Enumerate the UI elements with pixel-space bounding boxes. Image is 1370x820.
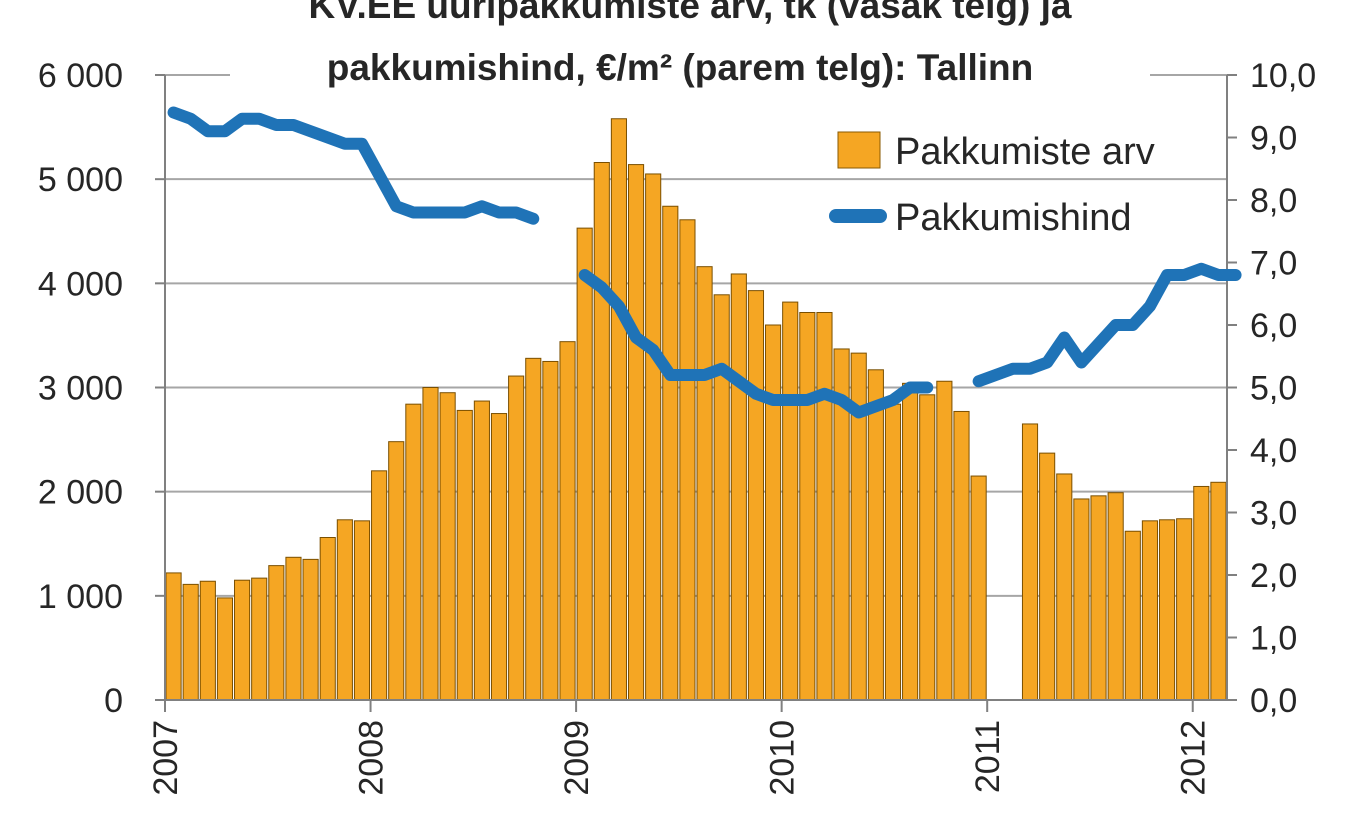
bar — [165, 572, 182, 701]
left-tick-label: 0 — [104, 682, 123, 720]
left-tick-label: 1 000 — [38, 578, 123, 616]
left-tick-label: 5 000 — [38, 161, 123, 199]
bar — [662, 205, 679, 701]
x-tick-label: 2012 — [1175, 720, 1213, 796]
bar — [456, 409, 473, 701]
bar — [388, 441, 405, 701]
legend-swatch-bar — [837, 131, 881, 169]
right-tick-label: 8,0 — [1250, 182, 1297, 220]
right-axis-tick-labels: 0,0 1,0 2,0 3,0 4,0 5,0 6,0 7,0 8,0 9,0 10,0 — [1227, 57, 1316, 720]
right-tick-label: 3,0 — [1250, 495, 1297, 533]
bar — [371, 470, 388, 701]
bar — [1193, 485, 1210, 701]
right-tick-label: 6,0 — [1250, 307, 1297, 345]
bar — [593, 162, 610, 701]
line-segment — [578, 269, 934, 419]
bar — [970, 475, 987, 701]
x-axis-tick-labels: 2007 2008 2009 2010 2011 2012 — [147, 700, 1213, 796]
bar — [336, 519, 353, 701]
bar — [1073, 498, 1090, 701]
bar — [182, 583, 199, 701]
bar — [867, 369, 884, 701]
title-line-1: KV.EE üüripakkumiste arv, tk (vasak telg… — [309, 0, 1072, 26]
bar — [490, 413, 508, 701]
bar — [679, 219, 696, 701]
bar — [953, 410, 970, 701]
bar — [353, 520, 371, 701]
line-segment — [167, 106, 540, 225]
right-tick-label: 2,0 — [1250, 557, 1297, 595]
bar — [234, 579, 251, 701]
left-tick-label: 2 000 — [38, 474, 123, 512]
bar — [285, 556, 302, 701]
x-tick-label: 2011 — [969, 720, 1007, 793]
bar — [422, 387, 439, 701]
line-segment — [972, 262, 1242, 388]
bar — [439, 392, 456, 701]
bar — [1210, 481, 1227, 701]
right-tick-label: 4,0 — [1250, 432, 1297, 470]
right-tick-label: 10,0 — [1250, 57, 1316, 95]
bar — [405, 403, 422, 701]
left-tick-label: 4 000 — [38, 265, 123, 303]
bar — [1107, 492, 1124, 701]
legend: Pakkumiste arv Pakkumishind — [829, 131, 1155, 239]
bar — [1021, 423, 1039, 701]
bar — [782, 301, 799, 701]
x-tick-label: 2007 — [147, 720, 185, 796]
x-tick-label: 2008 — [353, 720, 391, 796]
bar — [1176, 518, 1193, 701]
bar — [251, 577, 268, 701]
bar — [747, 290, 765, 701]
bar — [902, 382, 919, 701]
bar — [1039, 452, 1056, 701]
bar — [919, 394, 936, 701]
x-tick-label: 2009 — [558, 720, 596, 796]
bar — [1056, 473, 1073, 701]
bar — [713, 294, 730, 701]
bar — [610, 118, 627, 701]
left-axis-tick-labels: 0 1 000 2 000 3 000 4 000 5 000 6 000 — [38, 57, 165, 720]
right-tick-label: 5,0 — [1250, 370, 1297, 408]
left-tick-label: 6 000 — [38, 57, 123, 95]
right-tick-label: 1,0 — [1250, 620, 1297, 658]
chart-title: KV.EE üüripakkumiste arv, tk (vasak telg… — [230, 0, 1150, 98]
bar — [816, 312, 833, 701]
bar — [473, 400, 490, 701]
bar — [765, 324, 782, 701]
bar — [1124, 530, 1141, 701]
bar — [216, 597, 234, 701]
bar — [1158, 519, 1176, 701]
right-tick-label: 0,0 — [1250, 682, 1297, 720]
bar — [696, 266, 713, 701]
bar — [627, 164, 645, 701]
bar — [508, 375, 525, 701]
bar — [559, 341, 576, 701]
bar — [319, 537, 336, 701]
bar — [302, 558, 319, 701]
bar — [1141, 520, 1158, 701]
bar — [576, 227, 593, 701]
bar — [525, 357, 542, 701]
bar — [799, 312, 816, 701]
bar — [730, 273, 747, 701]
bar — [542, 360, 559, 701]
bar — [645, 173, 662, 701]
bar — [268, 565, 285, 701]
bar — [199, 580, 216, 701]
right-tick-label: 7,0 — [1250, 245, 1297, 283]
bar — [884, 403, 902, 701]
bar — [936, 380, 953, 701]
title-background — [230, 0, 1150, 98]
x-tick-label: 2010 — [764, 720, 802, 796]
legend-label-pakkumishind: Pakkumishind — [895, 197, 1132, 239]
left-tick-label: 3 000 — [38, 370, 123, 408]
bar — [1090, 495, 1107, 701]
line-series-pakkumishind — [167, 106, 1242, 419]
legend-label-pakkumiste-arv: Pakkumiste arv — [895, 131, 1155, 173]
title-line-2: pakkumishind, €/m² (parem telg): Tallinn — [327, 47, 1034, 88]
right-tick-label: 9,0 — [1250, 120, 1297, 158]
